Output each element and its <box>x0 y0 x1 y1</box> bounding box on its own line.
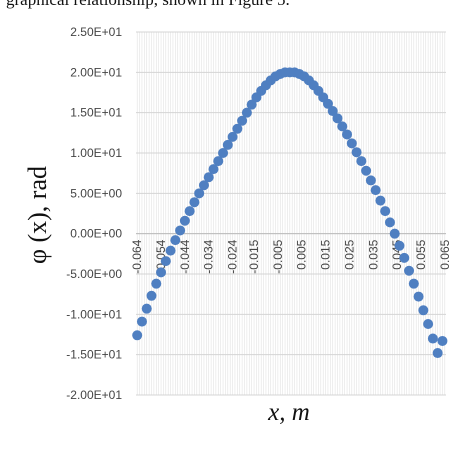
data-point <box>342 129 353 140</box>
y-tick-label: -2.00E+01 <box>66 388 122 402</box>
data-point <box>232 123 243 134</box>
data-point <box>346 138 357 149</box>
data-point <box>427 333 438 344</box>
data-point <box>327 106 338 117</box>
y-tick-label: 0.00E+00 <box>70 227 122 241</box>
data-point <box>165 245 176 256</box>
data-point <box>418 305 429 316</box>
y-tick-label: -5.00E+00 <box>66 267 122 281</box>
data-point <box>208 164 219 175</box>
data-point <box>198 180 209 191</box>
data-point <box>332 113 343 124</box>
data-point <box>246 99 257 110</box>
data-point <box>170 235 181 246</box>
data-point <box>380 206 391 217</box>
data-point <box>146 290 157 301</box>
data-point <box>184 206 195 217</box>
data-point <box>237 115 248 126</box>
x-tick-label: -0.034 <box>202 239 216 273</box>
data-point <box>413 291 424 302</box>
data-point <box>141 303 152 314</box>
data-point <box>365 175 376 186</box>
x-tick-label: 0.035 <box>366 239 380 269</box>
data-point <box>351 147 362 158</box>
data-point <box>404 265 415 276</box>
x-tick-label: 0.055 <box>414 239 428 269</box>
y-tick-label: 2.50E+01 <box>70 25 122 39</box>
data-point <box>356 156 367 167</box>
x-tick-labels: -0.064 -0.054 -0.044 -0.034 -0.024 -0.015 -0.0… <box>130 239 452 273</box>
data-point <box>241 107 252 118</box>
data-point <box>437 335 448 346</box>
data-point <box>156 267 167 278</box>
x-tick-label: 0.015 <box>319 239 333 269</box>
x-tick-label: -0.064 <box>130 239 144 273</box>
y-tick-label: 1.50E+01 <box>70 106 122 120</box>
data-point <box>179 215 190 226</box>
data-point <box>136 316 147 327</box>
x-tick-label: -0.044 <box>178 239 192 273</box>
x-tick-label: -0.015 <box>247 239 261 273</box>
data-point <box>213 156 224 167</box>
data-point <box>227 131 238 142</box>
data-point <box>361 165 372 176</box>
x-tick-label: 0.065 <box>438 239 452 269</box>
data-point <box>132 330 143 341</box>
data-points <box>132 67 448 359</box>
data-point <box>337 121 348 132</box>
data-point <box>218 148 229 158</box>
y-axis-title: φ (x), rad <box>23 166 52 264</box>
data-point <box>408 278 419 289</box>
data-point <box>389 228 400 239</box>
x-axis-title: x, m <box>267 399 310 426</box>
x-tick-label: 0.005 <box>295 239 309 269</box>
data-point <box>394 240 405 251</box>
data-point <box>151 278 162 289</box>
y-tick-label: 1.00E+01 <box>70 146 122 160</box>
y-tick-label: -1.50E+01 <box>66 348 122 362</box>
x-tick-label: -0.024 <box>226 239 240 273</box>
data-point <box>222 139 233 150</box>
data-point <box>160 256 171 267</box>
data-point <box>384 217 395 228</box>
data-point <box>194 188 205 199</box>
x-tick-label: -0.005 <box>271 239 285 273</box>
y-tick-label: -1.00E+01 <box>66 307 122 321</box>
data-point <box>203 172 214 183</box>
data-point <box>322 98 333 109</box>
y-tick-labels: 2.50E+01 2.00E+01 1.50E+01 1.00E+01 5.00E+00… <box>66 25 122 402</box>
data-point <box>432 348 443 359</box>
data-point <box>189 197 200 208</box>
data-point <box>370 185 381 196</box>
data-point <box>375 195 386 206</box>
data-point <box>423 319 434 330</box>
data-point <box>399 252 410 263</box>
minor-gridlines <box>136 32 446 395</box>
caption-text: graphical relationship, shown in Figure … <box>6 0 290 10</box>
caption-fragment: graphical relationship, shown in Figure … <box>0 0 474 10</box>
y-tick-label: 5.00E+00 <box>70 186 122 200</box>
y-tick-label: 2.00E+01 <box>70 65 122 79</box>
major-gridlines <box>136 31 446 396</box>
x-tick-label: 0.025 <box>342 239 356 269</box>
data-point <box>175 225 186 236</box>
